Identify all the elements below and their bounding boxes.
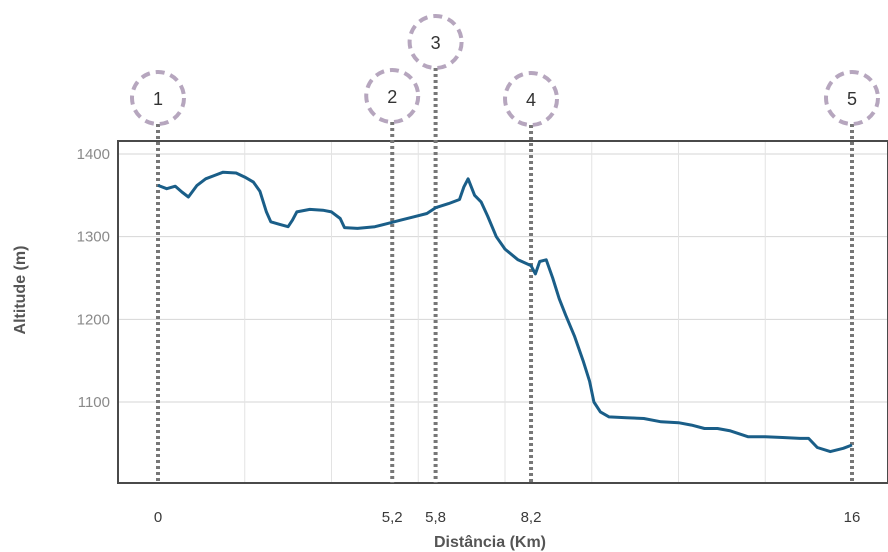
x-tick-label: 5,8 <box>425 509 446 526</box>
plot-area-frame <box>117 140 888 484</box>
route-markers: 1 2 3 4 5 <box>130 14 880 483</box>
marker-4-badge <box>503 71 560 127</box>
marker-5-number: 5 <box>847 89 857 109</box>
marker-2-badge <box>364 68 421 124</box>
x-tick-label: 0 <box>154 509 162 526</box>
marker-3-number: 3 <box>431 33 441 53</box>
y-tick-label: 1300 <box>77 229 110 246</box>
grid-lines <box>118 141 888 483</box>
x-axis-title: Distância (Km) <box>434 534 546 551</box>
marker-2: 2 <box>364 68 421 483</box>
marker-1: 1 <box>130 70 186 483</box>
y-axis-ticks: 1400 1300 1200 1100 <box>77 146 110 411</box>
y-axis-title: Altitude (m) <box>12 246 29 335</box>
marker-1-number: 1 <box>153 89 163 109</box>
y-tick-label: 1100 <box>78 394 110 411</box>
x-tick-label: 16 <box>844 509 861 526</box>
y-tick-label: 1400 <box>77 146 110 163</box>
marker-4-number: 4 <box>526 90 536 110</box>
marker-4: 4 <box>503 71 560 483</box>
x-tick-label: 8,2 <box>521 509 542 526</box>
marker-5: 5 <box>824 70 880 483</box>
marker-5-badge <box>824 70 880 126</box>
marker-3-badge <box>407 14 464 70</box>
marker-1-badge <box>130 70 186 126</box>
x-tick-label: 5,2 <box>382 509 403 526</box>
series-elevation-line <box>157 170 853 454</box>
x-axis-ticks: 0 5,2 5,8 8,2 16 <box>154 509 861 526</box>
marker-3: 3 <box>407 14 464 483</box>
marker-2-number: 2 <box>387 87 397 107</box>
y-tick-label: 1200 <box>77 311 110 328</box>
